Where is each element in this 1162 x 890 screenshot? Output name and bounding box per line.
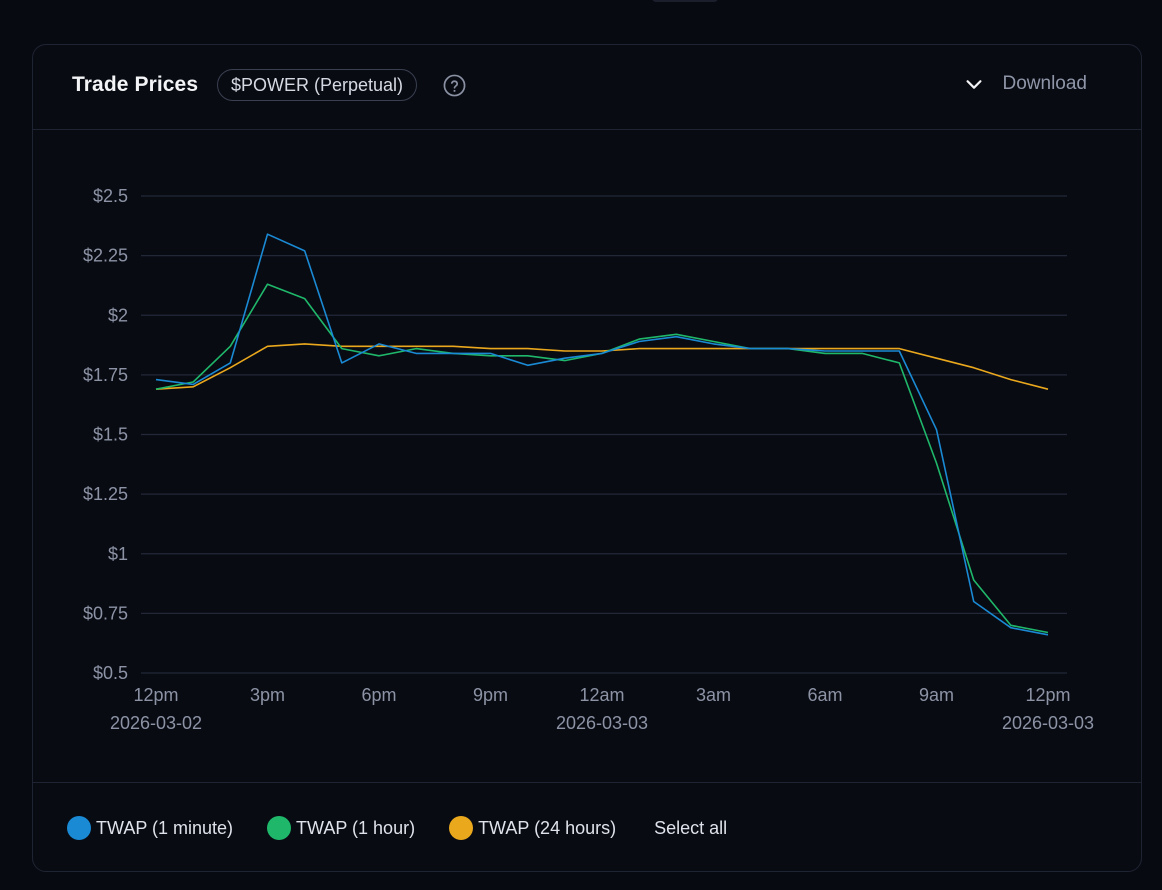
x-tick-label: 3pm bbox=[250, 685, 285, 705]
download-button[interactable]: Download bbox=[963, 73, 1088, 95]
series-line-twap-1-minute bbox=[155, 233, 1049, 636]
y-tick-label: $2.5 bbox=[93, 186, 128, 206]
y-tick-label: $2.25 bbox=[83, 246, 128, 266]
legend-dot-twap-24-hours bbox=[449, 816, 474, 840]
x-tick-label: 12pm bbox=[1025, 685, 1070, 705]
market-badge: $POWER (Perpetual) bbox=[217, 69, 418, 101]
x-tick-date-label: 2026-03-03 bbox=[556, 713, 648, 733]
x-tick-label: 9am bbox=[919, 685, 954, 705]
x-tick-label: 3am bbox=[696, 685, 731, 705]
legend-label-twap-24-hours: TWAP (24 hours) bbox=[478, 817, 617, 838]
legend-item-twap-1-hour[interactable]: TWAP (1 hour) bbox=[267, 816, 415, 840]
x-axis-ticks: 12pm 2026-03-02 3pm 6pm 9pm 12am 2026-03-03 3am… bbox=[110, 685, 1094, 733]
x-tick-label: 12am bbox=[579, 685, 624, 705]
y-tick-label: $1.75 bbox=[83, 365, 128, 385]
chart-area: $2.5 $2.25 $2 $1.75 $1.5 $1.25 $1 $0.75 $0.5 12p… bbox=[1, 1, 1162, 766]
series-line-twap-24-hours bbox=[155, 343, 1049, 390]
chevron-down-icon bbox=[965, 80, 982, 89]
x-tick-date-label: 2026-03-03 bbox=[1002, 713, 1094, 733]
y-tick-label: $2 bbox=[108, 305, 128, 325]
series-line-twap-1-hour bbox=[155, 283, 1049, 634]
legend: TWAP (1 minute) TWAP (1 hour) TWAP (24 h… bbox=[67, 816, 727, 840]
x-tick-label: 6pm bbox=[361, 685, 396, 705]
trade-prices-card: Trade Prices $POWER (Perpetual) Download… bbox=[32, 44, 1142, 872]
x-tick-label: 12pm bbox=[133, 685, 178, 705]
x-tick-date-label: 2026-03-02 bbox=[110, 713, 202, 733]
select-all-button[interactable]: Select all bbox=[654, 817, 728, 838]
y-axis-ticks: $2.5 $2.25 $2 $1.75 $1.5 $1.25 $1 $0.75 $0.5 bbox=[83, 186, 128, 683]
legend-dot-twap-1-hour bbox=[267, 816, 292, 840]
question-circle-icon[interactable] bbox=[443, 74, 466, 97]
legend-dot-twap-1-minute bbox=[67, 816, 91, 840]
trade-prices-chart: $2.5 $2.25 $2 $1.75 $1.5 $1.25 $1 $0.75 $0.5 12p… bbox=[83, 186, 1094, 733]
grid-lines bbox=[141, 195, 1067, 674]
legend-label-twap-1-minute: TWAP (1 minute) bbox=[96, 817, 234, 838]
x-tick-label: 9pm bbox=[473, 685, 508, 705]
legend-label-twap-1-hour: TWAP (1 hour) bbox=[296, 817, 416, 838]
legend-item-twap-1-minute[interactable]: TWAP (1 minute) bbox=[67, 816, 233, 840]
top-drag-handle bbox=[652, 0, 718, 2]
y-tick-label: $1.25 bbox=[83, 484, 128, 504]
y-tick-label: $0.75 bbox=[83, 603, 128, 623]
card-header: Trade Prices $POWER (Perpetual) Download bbox=[33, 45, 1141, 130]
legend-item-twap-24-hours[interactable]: TWAP (24 hours) bbox=[449, 816, 616, 840]
x-tick-label: 6am bbox=[807, 685, 842, 705]
card-footer: TWAP (1 minute) TWAP (1 hour) TWAP (24 h… bbox=[33, 782, 1141, 873]
y-tick-label: $1 bbox=[108, 544, 128, 564]
download-label: Download bbox=[1002, 73, 1088, 94]
y-tick-label: $0.5 bbox=[93, 663, 128, 683]
card-title: Trade Prices bbox=[72, 73, 199, 96]
series-lines bbox=[155, 233, 1049, 636]
y-tick-label: $1.5 bbox=[93, 425, 128, 445]
